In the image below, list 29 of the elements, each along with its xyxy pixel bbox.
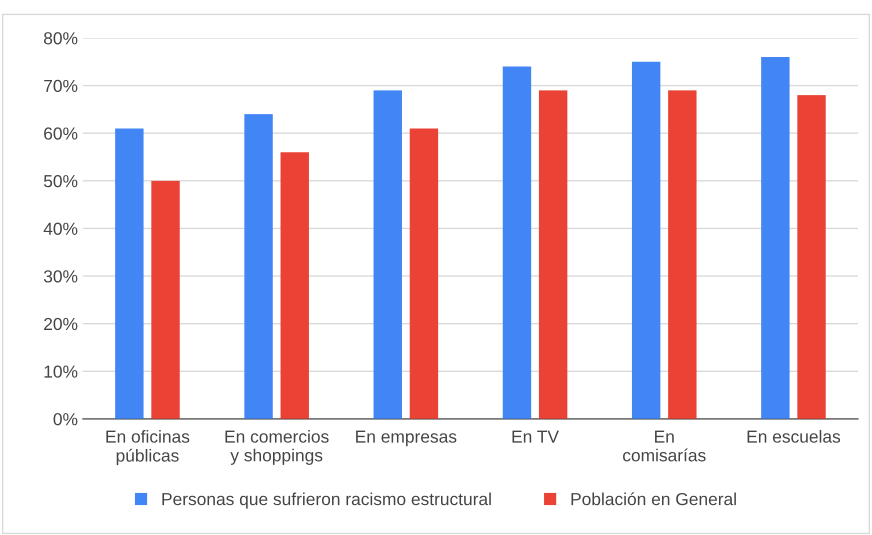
bar: [151, 180, 180, 419]
y-tick-label: 0%: [54, 413, 78, 426]
y-tick-label: 50%: [44, 175, 78, 188]
bar: [115, 128, 144, 419]
bar: [632, 62, 660, 419]
bar: [244, 114, 273, 419]
legend-label: Personas que sufrieron racismo estructural: [162, 492, 491, 509]
bar: [410, 128, 438, 419]
x-tick-label: En empresas: [356, 430, 456, 446]
y-tick-label: 70%: [44, 80, 78, 92]
bar: [502, 66, 532, 419]
bar: [668, 90, 697, 419]
bar: [538, 90, 568, 419]
bar: [761, 57, 790, 419]
x-tick-label: En comisarías: [623, 430, 706, 462]
y-tick-label: 40%: [44, 222, 78, 235]
x-tick-label: En escuelas: [748, 430, 840, 443]
x-tick-label: En oficinas públicas: [106, 430, 190, 466]
x-tick-label: En comercios y shoppings: [225, 430, 329, 465]
legend-label: Población en General: [572, 492, 736, 506]
bar: [797, 95, 826, 419]
y-tick-label: 60%: [44, 127, 78, 140]
bar: [374, 90, 402, 419]
y-tick-label: 20%: [44, 318, 78, 330]
y-tick-label: 80%: [44, 32, 78, 44]
y-tick-label: 30%: [44, 270, 78, 283]
y-tick-label: 10%: [44, 365, 78, 378]
x-tick-label: En TV: [512, 430, 559, 443]
bar: [280, 152, 309, 419]
